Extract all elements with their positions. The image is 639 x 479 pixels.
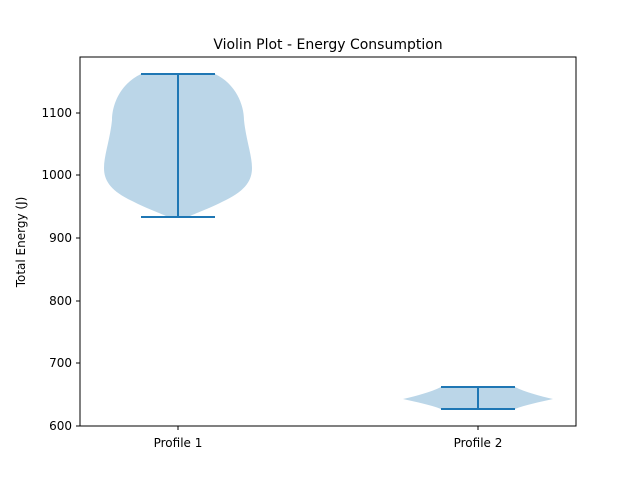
y-tick-label: 1100 — [41, 106, 72, 120]
y-ticks — [76, 112, 80, 427]
chart-title: Violin Plot - Energy Consumption — [213, 37, 442, 53]
y-tick-label: 700 — [49, 356, 72, 370]
y-tick-label: 600 — [49, 419, 72, 433]
x-tick-label: Profile 1 — [154, 436, 203, 450]
y-tick-label: 800 — [49, 294, 72, 308]
x-tick-label: Profile 2 — [454, 436, 503, 450]
y-tick-label: 900 — [49, 231, 72, 245]
y-tick-label: 1000 — [41, 168, 72, 182]
plot-frame — [79, 56, 577, 427]
y-axis-label: Total Energy (J) — [14, 197, 28, 289]
